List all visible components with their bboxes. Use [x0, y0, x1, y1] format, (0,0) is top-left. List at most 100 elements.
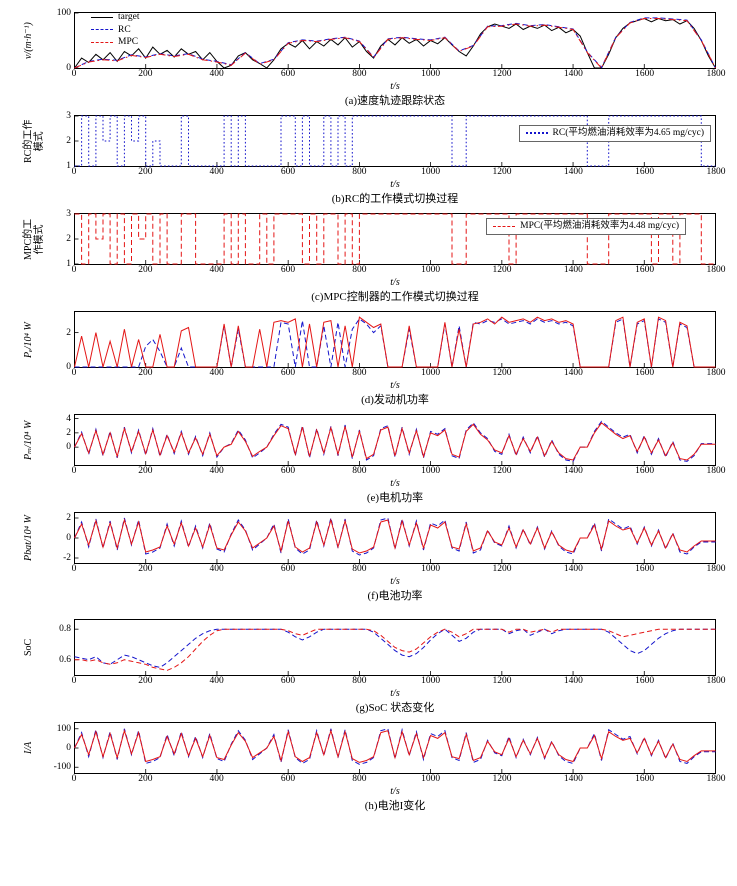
subplot-d: Pₑ/10⁴ W 0 2 0 200 400 600 800 1000 1200 1400 1600 1… — [22, 311, 729, 407]
subplot-caption-b: (b)RC的工作模式切换过程 — [331, 193, 459, 205]
figure-panel: v/(m·h⁻¹) 0 100 target RC MPC 0 200 400 600 800 100… — [22, 8, 729, 813]
x-axis-f: 0 200 400 600 800 1000 1200 1400 1600 1800 — [71, 564, 726, 576]
legend-line-sample — [493, 225, 516, 227]
x-tick-label: 400 — [209, 466, 224, 476]
x-tick-label: 200 — [138, 774, 153, 784]
plot-d — [74, 311, 716, 368]
x-axis-g: 0 200 400 600 800 1000 1200 1400 1600 1800 — [72, 676, 726, 688]
plot-f — [74, 512, 716, 564]
x-axis-b: 0 200 400 600 800 1000 1200 1400 1600 1800 — [71, 167, 726, 179]
x-tick-label: 200 — [138, 368, 153, 378]
subplot-caption-g: (g)SoC 状态变化 — [355, 702, 435, 714]
y-tick-label: 2 — [66, 136, 71, 146]
x-tick-label: 200 — [138, 466, 153, 476]
x-tick-label: 800 — [352, 368, 367, 378]
y-tick-label: 0 — [66, 533, 71, 543]
x-tick-label: 1600 — [635, 167, 655, 177]
x-tick-label: 800 — [352, 69, 367, 79]
x-tick-label: 600 — [280, 466, 296, 476]
x-tick-label: 1800 — [706, 69, 726, 79]
y-tick-label: 0.6 — [59, 654, 71, 665]
y-axis-label-h: I/A — [23, 741, 34, 754]
y-tick-label: 0 — [66, 442, 71, 453]
x-axis-c: 0 200 400 600 800 1000 1200 1400 1600 1800 — [71, 265, 726, 277]
x-tick-label: 1000 — [421, 368, 441, 378]
x-tick-label: 1600 — [635, 368, 655, 378]
x-tick-label: 1200 — [492, 69, 512, 79]
x-tick-label: 200 — [138, 167, 153, 177]
x-axis-title: t/s — [390, 786, 400, 797]
y-tick-label: 0.8 — [59, 624, 71, 635]
x-tick-label: 0 — [71, 69, 77, 79]
x-tick-label: 1400 — [563, 69, 583, 79]
x-axis-d: 0 200 400 600 800 1000 1200 1400 1600 1800 — [71, 368, 726, 380]
y-axis-label-g: SoC — [23, 638, 34, 656]
y-axis-label-c: MPC的工 作模式 — [23, 218, 45, 260]
y-tick-label: 2 — [66, 327, 71, 338]
x-tick-label: 1800 — [706, 466, 726, 476]
subplot-e: Pₘ/10⁴ W 0 2 4 0 200 400 600 800 1000 1200 1400 1600… — [22, 414, 729, 505]
legend-label: RC — [118, 24, 131, 35]
y-tick-label: 2 — [66, 513, 71, 523]
legend-label: MPC(平均燃油消耗效率为4.48 mg/cyc) — [520, 221, 679, 231]
y-axis-d: Pₑ/10⁴ W 0 2 — [22, 311, 74, 372]
x-tick-label: 1400 — [563, 265, 583, 275]
x-tick-label: 600 — [280, 564, 296, 574]
x-tick-label: 1800 — [706, 167, 726, 177]
x-tick-label: 1000 — [421, 774, 441, 784]
legend-label: RC(平均燃油消耗效率为4.65 mg/cyc) — [552, 128, 704, 138]
x-tick-label: 800 — [352, 167, 367, 177]
x-axis-title: t/s — [390, 688, 400, 699]
x-tick-label: 800 — [352, 774, 367, 784]
legend-line-sample — [91, 16, 113, 18]
x-tick-label: 1800 — [706, 676, 726, 686]
y-tick-label: 0 — [66, 743, 71, 753]
y-axis-b: RC的工作 模式 1 2 3 — [22, 111, 74, 171]
x-tick-label: 1600 — [635, 69, 655, 79]
x-tick-label: 1400 — [563, 167, 583, 177]
y-tick-label: 3 — [66, 209, 71, 219]
subplot-h: I/A -100 0 100 0 200 400 600 800 1000 1200 1400 1600… — [22, 722, 729, 813]
x-tick-label: 400 — [209, 564, 224, 574]
x-axis-title: t/s — [390, 179, 400, 190]
x-tick-label: 800 — [352, 265, 367, 275]
plot-e — [74, 414, 716, 466]
x-tick-label: 200 — [138, 69, 153, 79]
subplot-caption-a: (a)速度轨迹跟踪状态 — [344, 95, 446, 107]
x-tick-label: 0 — [71, 368, 77, 378]
subplot-caption-e: (e)电机功率 — [366, 492, 424, 504]
x-tick-label: 600 — [280, 265, 296, 275]
x-tick-label: 600 — [280, 774, 296, 784]
x-tick-label: 1600 — [635, 564, 655, 574]
subplot-caption-h: (h)电池I变化 — [364, 800, 426, 812]
x-tick-label: 1200 — [492, 676, 512, 686]
x-tick-label: 1800 — [706, 368, 726, 378]
x-tick-label: 800 — [352, 466, 367, 476]
x-tick-label: 1800 — [706, 265, 726, 275]
subplot-f: Pbat/10⁴ W -2 0 2 0 200 400 600 800 1000 1200 1400 1… — [22, 512, 729, 603]
y-axis-e: Pₘ/10⁴ W 0 2 4 — [22, 414, 74, 466]
x-tick-label: 400 — [209, 69, 224, 79]
x-tick-label: 0 — [71, 265, 77, 275]
x-tick-label: 1000 — [421, 676, 441, 686]
x-tick-label: 200 — [138, 676, 153, 686]
x-tick-label: 400 — [209, 676, 224, 686]
x-tick-label: 0 — [71, 564, 77, 574]
subplot-caption-d: (d)发动机功率 — [361, 394, 429, 406]
x-tick-label: 200 — [138, 265, 153, 275]
legend-entry: MPC(平均燃油消耗效率为4.48 mg/cyc) — [493, 220, 679, 233]
legend-b: RC(平均燃油消耗效率为4.65 mg/cyc) — [518, 125, 711, 142]
x-tick-label: 600 — [280, 167, 296, 177]
subplot-b: RC的工作 模式 1 2 3 RC(平均燃油消耗效率为4.65 mg/cyc) 0 200 40… — [22, 111, 729, 206]
legend-a: target RC MPC — [88, 11, 142, 49]
legend-c: MPC(平均燃油消耗效率为4.48 mg/cyc) — [486, 218, 686, 235]
x-tick-label: 400 — [209, 774, 224, 784]
y-tick-label: 2 — [66, 427, 71, 438]
legend-line-sample — [91, 41, 113, 43]
x-tick-label: 0 — [71, 167, 77, 177]
x-tick-label: 400 — [209, 368, 224, 378]
x-axis-title: t/s — [390, 81, 400, 92]
x-axis-title: t/s — [390, 576, 400, 587]
plot-c: MPC(平均燃油消耗效率为4.48 mg/cyc) — [74, 213, 716, 265]
y-axis-f: Pbat/10⁴ W -2 0 2 — [22, 512, 74, 564]
